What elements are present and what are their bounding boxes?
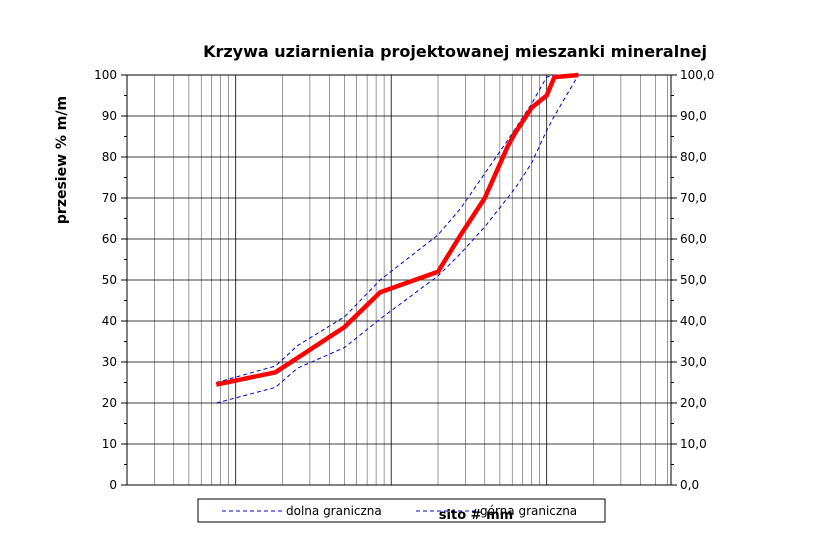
y-tick-label-left: 90: [102, 109, 117, 123]
y-tick-label-right: 50,0: [680, 273, 707, 287]
y-tick-label-left: 10: [102, 437, 117, 451]
legend-box: [197, 498, 606, 523]
legend-label-upper: górna graniczna: [480, 504, 577, 518]
y-tick-label-left: 40: [102, 314, 117, 328]
y-tick-label-left: 100: [94, 68, 117, 82]
y-tick-label-left: 20: [102, 396, 117, 410]
y-tick-label-right: 0,0: [680, 478, 699, 492]
y-axis-label: przesiew % m/m: [54, 96, 70, 224]
series-group: [215, 72, 579, 404]
series-line-lower: [216, 74, 579, 404]
y-tick-label-left: 60: [102, 232, 117, 246]
y-tick-label-right: 10,0: [680, 437, 707, 451]
y-tick-label-right: 20,0: [680, 396, 707, 410]
y-tick-label-left: 70: [102, 191, 117, 205]
y-tick-label-left: 0: [109, 478, 117, 492]
grid: [127, 75, 671, 485]
series-line-mixture: [215, 72, 579, 387]
y-tick-label-left: 50: [102, 273, 117, 287]
y-tick-label-right: 70,0: [680, 191, 707, 205]
y-tick-label-right: 90,0: [680, 109, 707, 123]
x-axis-label: sito # mm: [439, 508, 513, 523]
y-tick-label-left: 80: [102, 150, 117, 164]
y-tick-label-right: 100,0: [680, 68, 714, 82]
y-axis-right: 0,0 10,0 20,0 30,0 40,0 50,0 60,0 70,0 80,0 90,0 1…: [671, 68, 714, 492]
y-tick-label-right: 30,0: [680, 355, 707, 369]
y-tick-label-right: 80,0: [680, 150, 707, 164]
legend-label-lower: dolna graniczna: [286, 504, 382, 518]
series-line-upper: [216, 74, 579, 383]
legend: dolna graniczna górna graniczna: [197, 498, 606, 523]
y-tick-label-left: 30: [102, 355, 117, 369]
y-tick-label-right: 60,0: [680, 232, 707, 246]
y-tick-label-right: 40,0: [680, 314, 707, 328]
y-axis-left: 0 10 20 30 40 50 60 70 80 90 100: [94, 68, 127, 492]
chart-title: Krzywa uziarnienia projektowanej mieszan…: [203, 42, 707, 61]
